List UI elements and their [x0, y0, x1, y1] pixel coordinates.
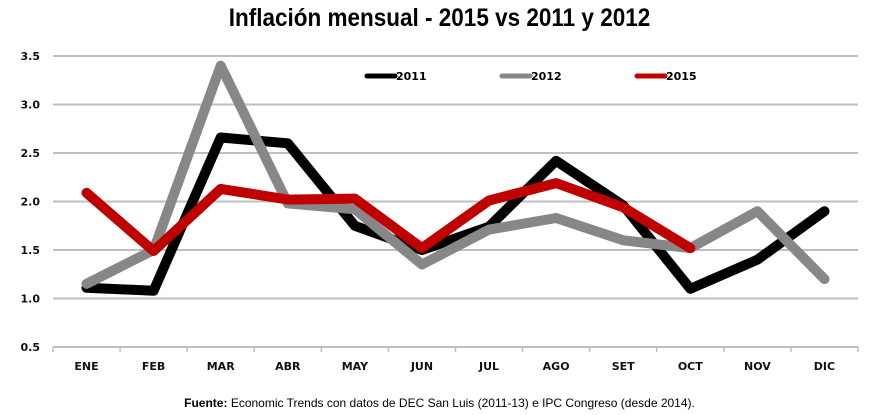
- x-tick-label: AGO: [543, 360, 570, 373]
- source-label: Fuente:: [184, 396, 228, 410]
- legend-label-2011: 2011: [396, 70, 427, 83]
- source-note: Fuente: Economic Trends con datos de DEC…: [0, 396, 879, 410]
- y-tick-label: 1.5: [21, 244, 41, 257]
- y-tick-label: 0.5: [21, 341, 41, 354]
- y-tick-label: 1.0: [21, 293, 41, 306]
- y-tick-label: 2.0: [21, 196, 41, 209]
- y-tick-label: 3.0: [21, 99, 41, 112]
- source-text: Economic Trends con datos de DEC San Lui…: [227, 396, 695, 410]
- x-tick-label: JUN: [410, 360, 433, 373]
- legend-label-2015: 2015: [666, 70, 697, 83]
- series-line-2015: [81, 178, 696, 256]
- x-tick-label: SET: [612, 360, 635, 373]
- series-lines: [81, 60, 830, 296]
- chart-title: Inflación mensual - 2015 vs 2011 y 2012: [228, 4, 651, 32]
- y-axis-ticks: 0.5 1.0 1.5 2.0 2.5 3.0 3.5: [21, 50, 41, 354]
- series-line-2011: [81, 132, 830, 296]
- x-axis: ENE FEB MAR ABR MAY JUN JUL AGO SET OCT NOV DIC: [52, 347, 859, 373]
- y-tick-label: 2.5: [21, 147, 41, 160]
- x-tick-label: MAR: [207, 360, 235, 373]
- x-tick-label: FEB: [142, 360, 165, 373]
- legend: 2011 2012 2015: [364, 70, 697, 83]
- x-tick-label: NOV: [744, 360, 771, 373]
- x-tick-label: OCT: [678, 360, 703, 373]
- x-tick-label: JUL: [478, 360, 499, 373]
- legend-label-2012: 2012: [531, 70, 562, 83]
- x-tick-label: ENE: [74, 360, 98, 373]
- x-tick-label: ABR: [275, 360, 301, 373]
- x-tick-label: DIC: [814, 360, 835, 373]
- x-tick-label: MAY: [342, 360, 369, 373]
- series-line-2012: [81, 60, 830, 289]
- y-tick-label: 3.5: [21, 50, 41, 63]
